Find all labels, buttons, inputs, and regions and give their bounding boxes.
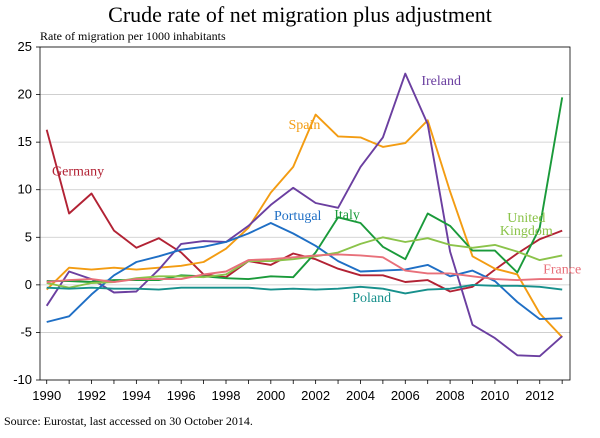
series-label-poland: Poland: [352, 291, 391, 306]
x-tick-label: 2010: [480, 388, 509, 403]
y-tick-label: 15: [18, 134, 32, 149]
series-label-italy: Italy: [334, 208, 360, 223]
x-tick-label: 2000: [256, 388, 285, 403]
series-label-ireland: Ireland: [421, 74, 461, 89]
series-line-france: [46, 253, 563, 283]
axes: -10 -5 0 5 10 15 20 25 1990 1992 1994 1996 1998 2000 2…: [13, 39, 571, 403]
chart-title: Crude rate of net migration plus adjustm…: [108, 2, 492, 27]
x-tick-label: 2004: [346, 388, 375, 403]
x-tick-label: 1994: [122, 388, 151, 403]
plot-frame: [39, 46, 571, 381]
series-label-united-kingdom: Kingdom: [500, 224, 553, 239]
series-line-portugal: [46, 222, 563, 323]
y-tick-label: 25: [18, 39, 32, 54]
x-tick-label: 1996: [167, 388, 196, 403]
y-tick-label: -10: [13, 372, 32, 387]
series-label-portugal: Portugal: [274, 209, 322, 224]
y-tick-label: 10: [18, 182, 32, 197]
y-tick-label: 20: [18, 87, 32, 102]
series-label-spain: Spain: [288, 118, 320, 133]
x-tick-label: 2002: [301, 388, 330, 403]
series-label-united-kingdom: United: [507, 211, 545, 226]
y-axis-title: Rate of migration per 1000 inhabitants: [40, 29, 226, 43]
x-tick-label: 1992: [77, 388, 106, 403]
x-tick-label: 2006: [391, 388, 420, 403]
series-line-ireland: [45, 72, 563, 358]
x-tick-label: 1998: [212, 388, 241, 403]
series-lines: [45, 72, 564, 358]
y-tick-label: 0: [25, 277, 32, 292]
y-tick-label: 5: [25, 229, 32, 244]
series-labels: Germany Spain Ireland Italy Portugal UnitedKi…: [52, 74, 581, 306]
series-line-spain: [46, 113, 563, 338]
x-tick-label: 2012: [525, 388, 554, 403]
x-tick-label: 1990: [32, 388, 61, 403]
series-label-germany: Germany: [52, 164, 104, 179]
source-note: Source: Eurostat, last accessed on 30 Oc…: [4, 414, 253, 428]
x-tick-label: 2008: [436, 388, 465, 403]
y-tick-label: -5: [20, 324, 32, 339]
series-label-france: France: [543, 262, 581, 277]
series-line-poland: [46, 283, 563, 295]
